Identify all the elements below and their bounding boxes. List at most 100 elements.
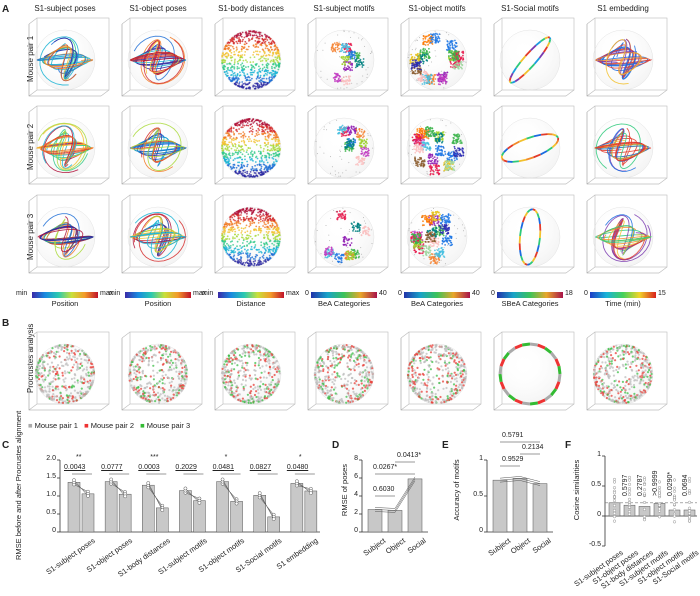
panel-d-comparison-1: 0.0267* xyxy=(373,464,398,471)
colorbar-min-1: min xyxy=(109,290,121,297)
panel-c-bar-before xyxy=(67,482,81,533)
legend-item-pair-3: Mouse pair 3 xyxy=(146,421,191,430)
scatter-cube xyxy=(28,17,110,97)
panel-f-ylabel: Cosine similarities xyxy=(572,459,581,521)
panel-c-bar-after xyxy=(81,493,95,533)
colorbar-min-3: 0 xyxy=(305,290,309,297)
panel-e-ytick-0: 0 xyxy=(479,527,483,534)
panel-d-ytick-2: 4 xyxy=(354,491,358,498)
colorbar-max-1: max xyxy=(193,290,207,297)
panel-d-ytick-0: 0 xyxy=(354,527,358,534)
panel-f-pvalue-2: 0.2787 xyxy=(637,474,644,496)
procrustes-cloud xyxy=(313,344,374,404)
panel-c-ytick-0: 0 xyxy=(52,527,56,534)
panel-f-ytick-1: 0 xyxy=(597,511,601,518)
trajectory-cloud xyxy=(129,35,187,85)
panel-e-ytick-2: 1 xyxy=(479,455,483,462)
social-ring xyxy=(508,36,552,84)
colorbar-max-0: max xyxy=(100,290,114,297)
panel-e-bar xyxy=(532,483,548,533)
panel-label-e: E xyxy=(442,440,449,451)
procrustes-cloud xyxy=(220,343,281,405)
colorbar-max-2: max xyxy=(286,290,300,297)
procrustes-cloud xyxy=(406,343,468,404)
density-cloud xyxy=(221,30,281,90)
trajectory-cloud xyxy=(36,36,94,86)
panel-d-ytick-4: 8 xyxy=(354,455,358,462)
legend-swatch-pair-2: ■ xyxy=(84,421,89,430)
panel-c-stars-2: *** xyxy=(150,454,159,461)
panel-c-pvalue-6: 0.0480 xyxy=(286,464,309,471)
panel-f-ytick-3: 1 xyxy=(597,451,601,458)
colorbar-min-6: 0 xyxy=(584,290,588,297)
colorbar-max-6: 15 xyxy=(658,290,666,297)
panel-c-ytick-1: 0.5 xyxy=(46,509,56,516)
panel-f-pvalue-4: 0.0290* xyxy=(667,471,674,496)
trajectory-cloud xyxy=(35,122,95,174)
panel-c-ytick-2: 1.0 xyxy=(46,491,56,498)
panel-c-bar-after xyxy=(230,501,243,533)
panel-f-pvalue-1: 0.5797 xyxy=(622,474,629,496)
social-ring xyxy=(498,342,562,406)
colorbar-min-5: 0 xyxy=(491,290,495,297)
colorbar-1 xyxy=(125,292,191,298)
colorbar-label-2: Distance xyxy=(236,299,266,308)
colorbar-min-2: min xyxy=(202,290,214,297)
density-cloud xyxy=(221,207,281,267)
scatter-cube xyxy=(400,194,482,274)
panel-label-a: A xyxy=(2,4,10,15)
panel-label-c: C xyxy=(2,440,10,451)
column-title-4: S1-object motifs xyxy=(408,4,466,13)
panel-c-pvalue-5: 0.0827 xyxy=(249,464,272,471)
colorbar-label-0: Position xyxy=(51,299,79,308)
colorbar-2 xyxy=(218,292,284,298)
legend-item-pair-1: Mouse pair 1 xyxy=(34,421,78,430)
panel-f-pvalue-5: 0.0694 xyxy=(682,474,689,496)
legend-item-pair-2: Mouse pair 2 xyxy=(90,421,135,430)
panel-c-bar-after xyxy=(304,490,318,533)
motif-clusters xyxy=(315,119,374,177)
panel-c-stars-6: * xyxy=(298,454,302,461)
scatter-cube xyxy=(493,105,575,185)
legend-swatch-pair-1: ■ xyxy=(28,421,33,430)
trajectory-cloud xyxy=(593,123,652,172)
panel-c-bar-after xyxy=(118,493,132,533)
panel-d-ytick-3: 6 xyxy=(354,473,358,480)
panel-f-bar xyxy=(638,506,651,517)
colorbar-max-4: 40 xyxy=(472,290,480,297)
panel-d-comparison-0: 0.6030 xyxy=(373,486,395,493)
scatter-cube xyxy=(493,194,575,274)
panel-d-bar xyxy=(367,509,383,533)
social-ring xyxy=(518,208,542,266)
colorbar-label-3: BeA Categories xyxy=(317,299,371,308)
panel-c-bar-before xyxy=(179,490,192,533)
procrustes-cloud xyxy=(35,344,95,404)
social-ring xyxy=(500,133,560,163)
column-title-3: S1-subject motifs xyxy=(313,4,375,13)
panel-c-pvalue-4: 0.0481 xyxy=(212,464,234,471)
colorbar-4 xyxy=(404,292,470,298)
colorbar-5 xyxy=(497,292,563,298)
colorbar-max-3: 40 xyxy=(379,290,387,297)
colorbar-0 xyxy=(32,292,98,298)
procrustes-cloud xyxy=(128,344,188,405)
motif-clusters xyxy=(408,208,466,265)
column-title-0: S1-subject poses xyxy=(34,4,96,13)
panel-e-ylabel: Accuracy of motifs xyxy=(452,459,461,521)
scatter-cube xyxy=(493,17,575,97)
panel-c-pvalue-3: 0.2029 xyxy=(175,464,197,471)
legend-swatch-pair-3: ■ xyxy=(140,421,145,430)
panel-label-f: F xyxy=(565,440,572,451)
colorbar-min-4: 0 xyxy=(398,290,402,297)
colorbar-max-5: 18 xyxy=(565,290,573,297)
column-title-6: S1 embedding xyxy=(597,4,649,13)
colorbar-label-4: BeA Categories xyxy=(410,299,464,308)
motif-clusters xyxy=(314,207,373,265)
motif-clusters xyxy=(407,30,467,89)
trajectory-cloud xyxy=(595,214,653,262)
panel-c-ylabel: RMSE before and after Procrustes alignme… xyxy=(14,410,23,560)
scatter-cube xyxy=(493,331,575,411)
colorbar-label-6: Time (min) xyxy=(605,299,641,308)
panel-c-bar-before xyxy=(290,483,304,533)
